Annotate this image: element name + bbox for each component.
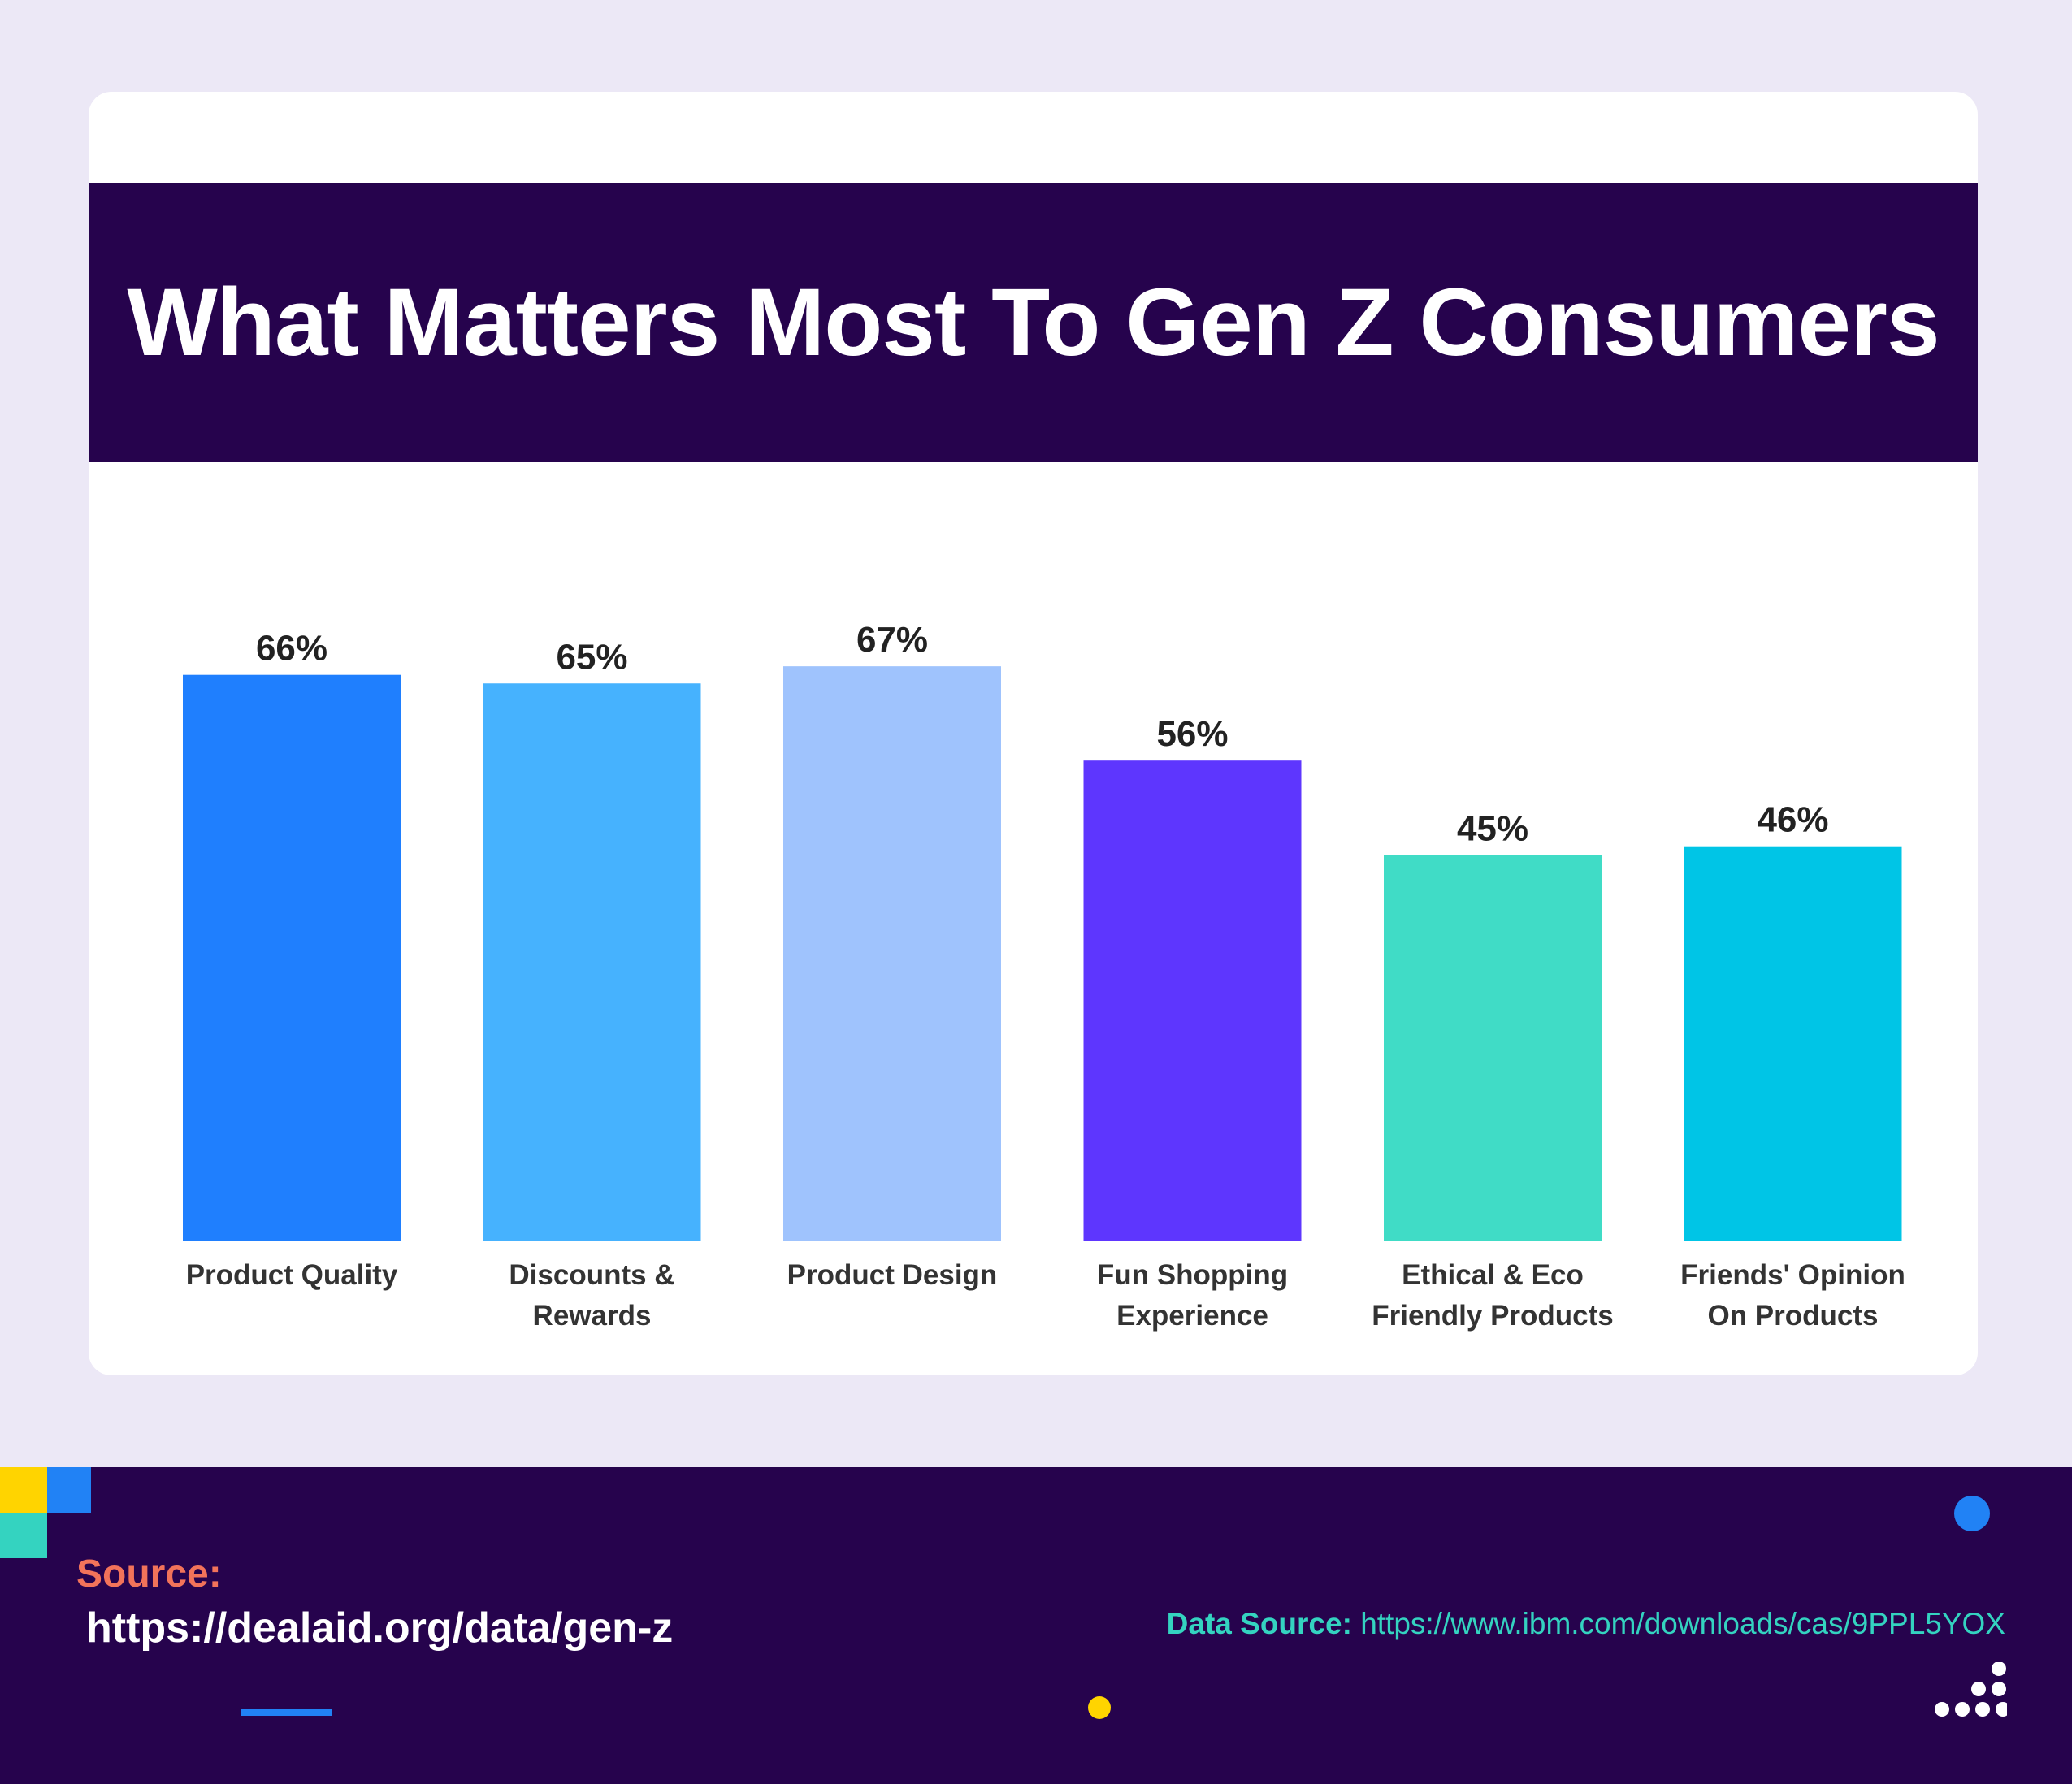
source-link[interactable]: https://dealaid.org/data/gen-z: [86, 1604, 674, 1652]
value-label-product-design: 67%: [856, 620, 928, 660]
blue-square-decoration: [47, 1467, 91, 1513]
chart-card: What Matters Most To Gen Z Consumers 66%…: [89, 92, 1978, 1375]
dots-logo-icon: [1935, 1662, 2007, 1717]
value-label-friends-opinion-on-products: 46%: [1757, 800, 1828, 840]
bar-chart: 66% Product Quality 65% Discounts & Rewards 6…: [183, 620, 1905, 1332]
bar-discounts-rewards: [483, 683, 701, 1241]
category-label-product-quality: Product Quality: [186, 1259, 398, 1291]
title-banner: What Matters Most To Gen Z Consumers: [89, 183, 1978, 462]
yellow-square-decoration: [0, 1467, 47, 1513]
data-source-label: Data Source:: [1166, 1607, 1352, 1640]
bar-product-design: [783, 666, 1001, 1241]
footer: Source: https://dealaid.org/data/gen-z D…: [0, 1467, 2072, 1784]
value-label-discounts-rewards: 65%: [556, 637, 627, 677]
bar-fun-shopping-experience: [1083, 760, 1302, 1241]
data-source-link[interactable]: https://www.ibm.com/downloads/cas/9PPL5Y…: [1360, 1607, 2005, 1640]
category-label-product-design: Product Design: [787, 1259, 998, 1291]
value-label-product-quality: 66%: [256, 629, 327, 669]
bar-ethical-eco-friendly-products: [1384, 855, 1602, 1241]
category-label-ethical-eco-friendly-products: Ethical & Eco Friendly Products: [1372, 1259, 1614, 1332]
category-label-fun-shopping-experience: Fun Shopping Experience: [1097, 1259, 1288, 1332]
blue-dot-decoration: [1954, 1496, 1990, 1531]
value-label-fun-shopping-experience: 56%: [1156, 714, 1228, 754]
teal-square-decoration: [0, 1513, 47, 1558]
yellow-dot-decoration: [1088, 1696, 1111, 1719]
bar-product-quality: [183, 674, 401, 1241]
source-label: Source:: [76, 1552, 222, 1596]
blue-line-decoration: [241, 1709, 332, 1716]
value-label-ethical-eco-friendly-products: 45%: [1457, 808, 1528, 848]
bar-friends-opinion-on-products: [1684, 846, 1902, 1241]
chart-title: What Matters Most To Gen Z Consumers: [127, 269, 1940, 376]
data-source: Data Source: https://www.ibm.com/downloa…: [1167, 1607, 2005, 1641]
category-label-discounts-rewards: Discounts & Rewards: [509, 1259, 674, 1332]
category-label-friends-opinion-on-products: Friends' Opinion On Products: [1680, 1259, 1905, 1332]
